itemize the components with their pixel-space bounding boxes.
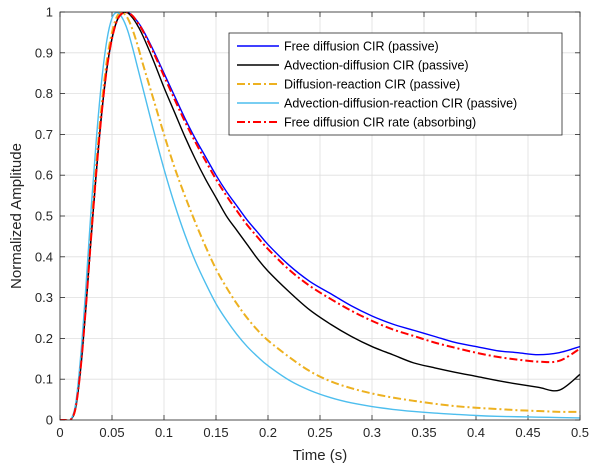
legend: Free diffusion CIR (passive) Advection-di… [228, 32, 563, 136]
legend-label-1: Free diffusion CIR (passive) [284, 40, 439, 54]
y-tick-label: 0.9 [35, 45, 53, 60]
y-axis-ticks: 0 0.1 0.2 0.3 0.4 0.5 0.6 0.7 0.8 0.9 1 [35, 5, 580, 428]
x-tick-label: 0.3 [363, 425, 381, 440]
plot-frame [59, 11, 581, 421]
series-lines [60, 12, 580, 420]
x-tick-label: 0.2 [259, 425, 277, 440]
legend-box [228, 32, 563, 136]
series-line-4 [60, 12, 580, 420]
y-tick-label: 0.5 [35, 209, 53, 224]
y-tick-label: 0 [46, 413, 53, 428]
legend-label-3: Diffusion-reaction CIR (passive) [284, 78, 460, 92]
legend-label-5: Free diffusion CIR rate (absorbing) [284, 116, 476, 130]
series-line-5 [60, 12, 580, 420]
legend-label-2: Advection-diffusion CIR (passive) [284, 59, 469, 73]
y-tick-label: 0.6 [35, 168, 53, 183]
y-tick-label: 0.3 [35, 290, 53, 305]
x-tick-label: 0 [56, 425, 63, 440]
x-tick-label: 0.05 [99, 425, 124, 440]
x-tick-label: 0.35 [411, 425, 436, 440]
y-tick-label: 0.1 [35, 372, 53, 387]
x-tick-label: 0.5 [571, 425, 589, 440]
y-tick-label: 0.2 [35, 331, 53, 346]
x-axis-ticks: 0 0.05 0.1 0.15 0.2 0.25 0.3 0.35 0.4 0.45 0.5 [56, 12, 589, 440]
x-axis-label: Time (s) [293, 447, 347, 464]
legend-label-4: Advection-diffusion-reaction CIR (passiv… [284, 97, 517, 111]
x-tick-label: 0.45 [515, 425, 540, 440]
y-tick-label: 0.4 [35, 249, 53, 264]
y-tick-label: 0.8 [35, 86, 53, 101]
x-tick-label: 0.15 [203, 425, 228, 440]
x-tick-label: 0.1 [155, 425, 173, 440]
series-line-3 [60, 12, 580, 420]
y-tick-label: 1 [46, 5, 53, 20]
y-tick-label: 0.7 [35, 127, 53, 142]
y-axis-label: Normalized Amplitude [8, 143, 25, 289]
x-tick-label: 0.4 [467, 425, 485, 440]
x-tick-label: 0.25 [307, 425, 332, 440]
